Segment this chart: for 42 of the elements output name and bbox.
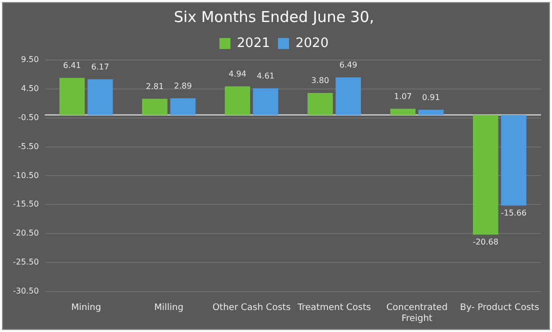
bar — [308, 92, 333, 115]
data-label: 3.80 — [311, 76, 330, 86]
data-label: 4.61 — [256, 71, 275, 80]
text: -30.50 — [12, 286, 39, 296]
text: 9.50 — [20, 55, 39, 64]
text: 4.50 — [20, 84, 39, 94]
x-tick-label: Other Cash Costs — [212, 303, 291, 314]
chart-title: Six Months Ended June 30, — [174, 8, 374, 26]
text: -20.50 — [12, 228, 39, 238]
bar — [224, 86, 250, 115]
x-tick-label: By- Product Costs — [460, 303, 540, 314]
bar — [142, 98, 168, 115]
bar — [472, 114, 498, 235]
x-tick-label: Concentrated Freight — [386, 303, 448, 324]
x-tick-label: Milling — [154, 303, 184, 314]
data-label: 4.94 — [228, 69, 246, 78]
text: -0.50 — [18, 112, 39, 122]
bar — [501, 114, 526, 206]
bar — [59, 78, 85, 115]
bar — [418, 110, 444, 115]
data-label: 2.89 — [174, 81, 192, 90]
data-label: 6.41 — [63, 60, 81, 70]
legend-label: 2021 — [236, 36, 270, 51]
data-label: 1.07 — [394, 92, 412, 101]
x-tick-label: Mining — [71, 303, 102, 314]
text: -5.50 — [18, 142, 39, 151]
bar — [390, 108, 416, 115]
bar — [252, 88, 278, 115]
legend-label: 2020 — [296, 36, 329, 51]
data-label: 6.17 — [91, 62, 110, 72]
data-label: 6.49 — [339, 60, 358, 70]
data-label: -15.66 — [500, 208, 527, 218]
text: -25.50 — [12, 258, 39, 267]
text: -15.50 — [12, 200, 39, 209]
data-label: -20.68 — [472, 238, 498, 247]
bar — [336, 77, 361, 115]
bar — [170, 98, 196, 115]
data-label: 0.91 — [422, 92, 440, 102]
x-tick-label: Treatment Costs — [296, 303, 372, 314]
bar — [88, 79, 113, 115]
text: -10.50 — [12, 170, 39, 180]
data-label: 2.81 — [146, 82, 164, 91]
